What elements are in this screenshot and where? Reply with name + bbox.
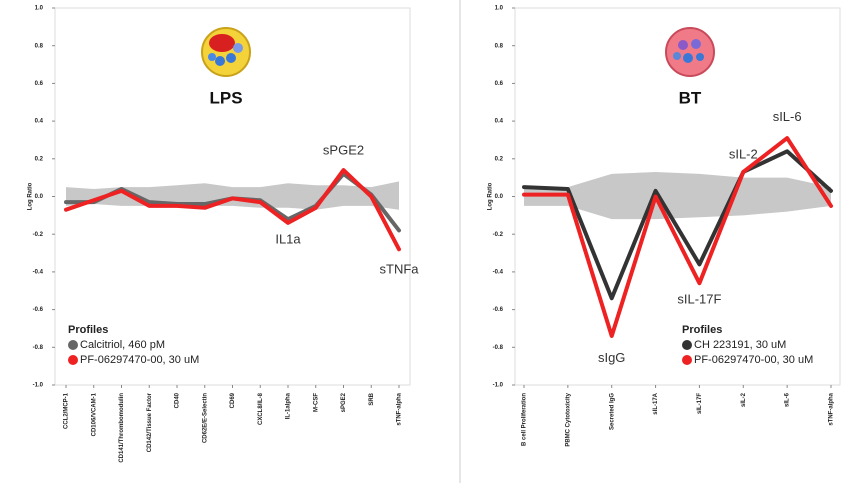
legend-label: CH 223191, 30 uM <box>694 339 786 351</box>
x-tick-label: PBMC Cytotoxicity <box>565 392 571 446</box>
x-tick-label: sIL-17A <box>653 392 659 414</box>
y-tick-label: 0.2 <box>35 156 44 162</box>
x-tick-label: sIL-17F <box>697 393 703 414</box>
y-tick-label: 0.4 <box>35 119 44 125</box>
y-tick-label: 0.8 <box>495 43 504 49</box>
bt-icon <box>666 28 714 76</box>
legend-label: PF-06297470-00, 30 uM <box>694 354 813 366</box>
y-tick-label: -0.2 <box>493 232 504 238</box>
x-tick-label: CD142/Tissue Factor <box>147 392 153 452</box>
legend-marker <box>68 355 78 365</box>
x-tick-label: CD40 <box>175 392 181 408</box>
annotation: sTNFa <box>380 261 420 276</box>
x-tick-label: sIL-6 <box>785 392 791 407</box>
legend-label: PF-06297470-00, 30 uM <box>80 354 199 366</box>
y-tick-label: -0.8 <box>33 345 44 351</box>
x-tick-label: CD69 <box>230 392 236 408</box>
y-tick-label: -0.4 <box>33 269 44 275</box>
x-tick-label: sPGE2 <box>341 392 347 412</box>
chart-title: BT <box>679 88 702 107</box>
y-tick-label: -0.6 <box>33 307 44 313</box>
x-tick-label: Secreted IgG <box>609 393 615 430</box>
annotation: sIL-2 <box>729 146 758 161</box>
x-tick-label: M-CSF <box>313 393 319 412</box>
x-tick-label: CD106/VCAM-1 <box>91 392 97 436</box>
y-axis-label: Log Ratio <box>488 182 494 210</box>
x-tick-label: sIL-2 <box>741 392 747 407</box>
x-tick-label: CD141/Thrombomodulin <box>119 393 125 463</box>
y-tick-label: 0.6 <box>495 81 504 87</box>
legend-marker <box>682 340 692 350</box>
legend-marker <box>68 340 78 350</box>
legend-label: Calcitriol, 460 pM <box>80 339 165 351</box>
annotation: sIL-6 <box>773 109 802 124</box>
annotation: sIgG <box>598 350 625 365</box>
legend-marker <box>682 355 692 365</box>
lps-icon <box>202 28 250 76</box>
x-tick-label: sTNF-alpha <box>397 392 403 425</box>
y-tick-label: -1.0 <box>493 383 504 389</box>
y-tick-label: -0.4 <box>493 269 504 275</box>
y-tick-label: 0.0 <box>495 194 504 200</box>
y-tick-label: -1.0 <box>33 383 44 389</box>
legend-title: Profiles <box>682 324 722 336</box>
annotation: sPGE2 <box>323 143 364 158</box>
y-axis-label: Log Ratio <box>28 182 34 210</box>
y-tick-label: 1.0 <box>495 6 504 12</box>
x-tick-label: CD62E/E-Selectin <box>202 393 208 443</box>
y-tick-label: 1.0 <box>35 6 44 12</box>
baseline-band <box>66 181 399 209</box>
chart-title: LPS <box>209 88 242 107</box>
y-tick-label: 0.2 <box>495 156 504 162</box>
annotation: IL1a <box>275 231 301 246</box>
y-tick-label: -0.6 <box>493 307 504 313</box>
x-tick-label: CCL2/MCP-1 <box>64 392 70 429</box>
x-tick-label: sTNF-alpha <box>829 392 835 425</box>
annotation: sIL-17F <box>677 292 721 307</box>
x-tick-label: CXCL8/IL-8 <box>258 392 264 425</box>
y-tick-label: -0.8 <box>493 345 504 351</box>
y-tick-label: 0.6 <box>35 81 44 87</box>
y-tick-label: -0.2 <box>33 232 44 238</box>
legend-title: Profiles <box>68 324 108 336</box>
x-tick-label: IL-1alpha <box>286 392 292 419</box>
y-tick-label: 0.8 <box>35 43 44 49</box>
series-line <box>66 170 399 249</box>
x-tick-label: SRB <box>369 392 375 405</box>
y-tick-label: 0.0 <box>35 194 44 200</box>
y-tick-label: 0.4 <box>495 119 504 125</box>
x-tick-label: B cell Proliferation <box>522 393 528 446</box>
chart: -1.0 -0.8 -0.6 -0.4 -0.2 0.0 0.2 0.4 0.6 0.8 1.0 Lo… <box>0 0 846 483</box>
